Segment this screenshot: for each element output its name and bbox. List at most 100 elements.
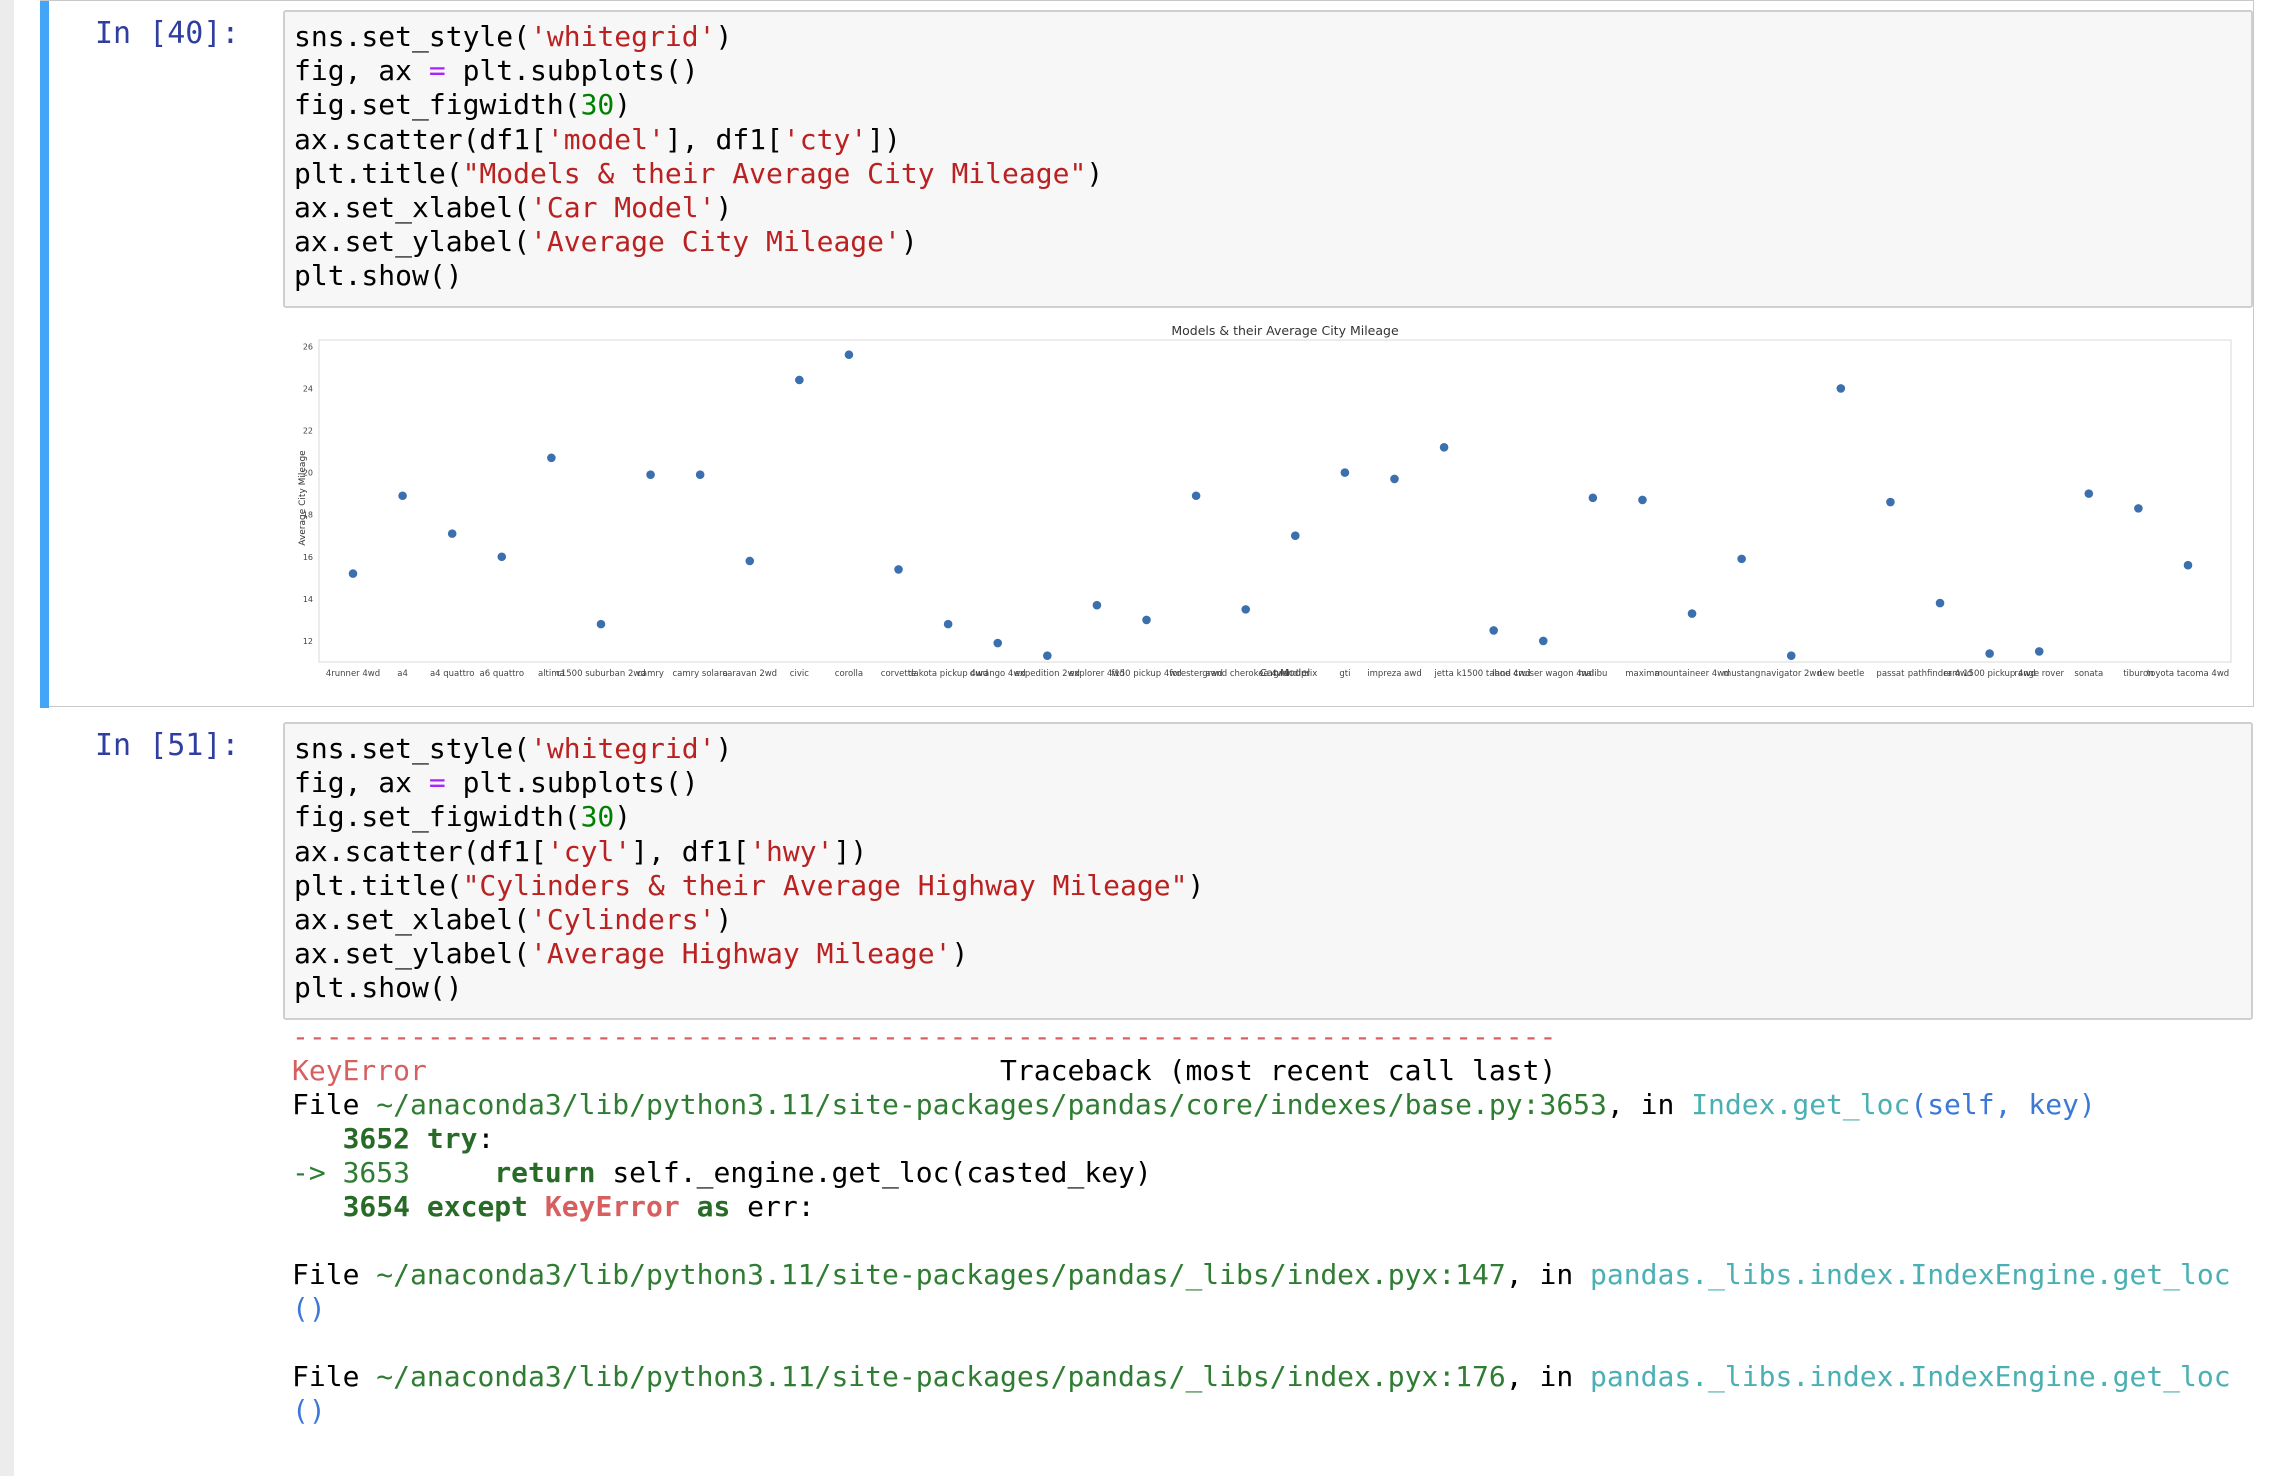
scatter-point [1786, 651, 1796, 660]
y-tick-label: 20 [303, 469, 313, 478]
x-tick-label: ram 1500 pickup 4wd [1943, 669, 2035, 679]
code-cell-40[interactable] [40, 0, 2254, 708]
code-line: ax.set_ylabel('Average City Mileage') [294, 225, 918, 259]
x-tick-label: corvette [881, 669, 917, 679]
scatter-point [1687, 609, 1697, 618]
x-tick-label: a4 [397, 669, 408, 679]
x-tick-label: f150 pickup 4wd [1111, 669, 1181, 679]
code-line: plt.show() [294, 259, 463, 293]
code-line: ax.set_xlabel('Cylinders') [294, 903, 733, 937]
scatter-point [1439, 443, 1449, 452]
left-gutter [0, 0, 14, 1476]
scatter-point [1290, 531, 1300, 541]
x-tick-label: a4 quattro [430, 669, 474, 679]
code-line: ax.scatter(df1['model'], df1['cty']) [294, 122, 901, 156]
scatter-point [844, 350, 854, 360]
code-editor[interactable]: sns.set_style('whitegrid') fig, ax = plt… [285, 12, 2251, 294]
x-tick-label: range rover [2014, 669, 2064, 679]
x-tick-label: grand prix [1273, 669, 1317, 679]
x-tick-label: camry solara [673, 669, 728, 679]
code-input-area[interactable]: sns.set_style('whitegrid') fig, ax = plt… [283, 10, 2253, 308]
scatter-point [398, 491, 407, 501]
x-tick-label: pathfinder 4wd [1908, 669, 1973, 679]
x-tick-label: maxima [1625, 669, 1659, 679]
code-input-area[interactable]: sns.set_style('whitegrid') fig, ax = plt… [283, 722, 2253, 1020]
y-tick-label: 22 [303, 426, 313, 435]
chart-axes: 12 14 16 18 20 22 24 26 4runner 4wd a4 a4 quattro a… [303, 339, 2232, 679]
scatter-point [596, 619, 606, 629]
frame-code-line: 3654 except KeyError as err: [342, 1190, 815, 1223]
y-tick-label: 14 [303, 595, 313, 604]
y-tick-label: 26 [303, 342, 313, 351]
frame-line: File ~/anaconda3/lib/python3.11/site-pac… [292, 1258, 2231, 1291]
x-tick-label: new beetle [1817, 669, 1864, 679]
scatter-point [1340, 468, 1350, 477]
x-tick-label: corolla [835, 669, 863, 679]
scatter-point [1092, 600, 1102, 610]
scatter-point [1638, 495, 1647, 505]
x-tick-label: expedition 2wd [1015, 669, 1080, 679]
code-line: fig.set_figwidth(30) [294, 800, 632, 834]
header-spacer [427, 1054, 1000, 1087]
x-tick-label: caravan 2wd [722, 669, 777, 679]
x-tick-label: camry [637, 669, 664, 679]
scatter-point [1737, 554, 1746, 564]
code-line: ax.set_xlabel('Car Model') [294, 191, 733, 225]
frame-args: () [292, 1394, 326, 1427]
scatter-point [1390, 474, 1399, 484]
x-tick-label: dakota pickup 4wd [908, 669, 988, 679]
code-line: plt.show() [294, 971, 463, 1005]
code-line: plt.title("Cylinders & their Average Hig… [294, 868, 1205, 902]
x-tick-label: tiburon [2123, 669, 2153, 679]
y-tick-label: 18 [303, 511, 313, 520]
scatter-chart: Models & their Average City Mileage Car … [298, 323, 2232, 679]
x-tick-label: mustang [1723, 669, 1760, 679]
x-tick-label: forester awd [1169, 669, 1222, 679]
scatter-point [497, 552, 507, 562]
scatter-point [1985, 649, 1994, 658]
x-tick-label: jetta [1433, 669, 1453, 679]
x-tick-label: grand cherokee 4wd [1202, 669, 1289, 679]
scatter-point [1489, 626, 1498, 635]
error-traceback-output: ----------------------------------------… [292, 1020, 2252, 1428]
scatter-point [1836, 384, 1846, 393]
scatter-point [646, 470, 655, 479]
code-line: fig, ax = plt.subplots() [294, 766, 699, 800]
x-tick-label: sonata [2074, 669, 2103, 679]
plot-area [318, 339, 2232, 663]
cell-prompt: In [40]: [95, 16, 240, 51]
frame-args: () [292, 1292, 326, 1325]
scatter-point [2084, 489, 2094, 498]
error-type: KeyError [292, 1054, 427, 1087]
scatter-point [1886, 497, 1895, 507]
chart-y-axis-label: Average City Mileage [298, 450, 308, 546]
x-tick-label: impreza awd [1367, 669, 1422, 679]
x-tick-label: civic [790, 669, 809, 679]
scatter-point [348, 569, 358, 578]
scatter-point [2183, 560, 2193, 570]
x-tick-label: mountaineer 4wd [1655, 669, 1730, 679]
scatter-point [695, 470, 705, 479]
scatter-point [943, 619, 953, 629]
cell-prompt: In [51]: [95, 728, 240, 763]
traceback-separator: ----------------------------------------… [292, 1020, 1557, 1053]
x-tick-label: k1500 tahoe 4wd [1457, 669, 1531, 679]
code-line: ax.set_ylabel('Average Highway Mileage') [294, 937, 969, 971]
traceback-header: Traceback (most recent call last) [1000, 1054, 1557, 1087]
code-line: fig.set_figwidth(30) [294, 88, 632, 122]
code-line: sns.set_style('whitegrid') [294, 732, 733, 765]
frame-code-line-current: -> 3653 return self._engine.get_loc(cast… [292, 1156, 1152, 1189]
scatter-point [1935, 598, 1945, 608]
chart-title: Models & their Average City Mileage [1171, 323, 1399, 338]
code-editor[interactable]: sns.set_style('whitegrid') fig, ax = plt… [285, 724, 2251, 1006]
y-tick-label: 24 [303, 384, 313, 393]
cell-selection-bar [40, 1, 49, 708]
x-tick-label: navigator 2wd [1761, 669, 1822, 679]
scatter-point [1191, 491, 1201, 501]
x-tick-label: passat [1876, 669, 1905, 679]
frame-line: File ~/anaconda3/lib/python3.11/site-pac… [292, 1360, 2231, 1393]
scatter-point [894, 565, 903, 574]
frame-code-line: 3652 try: [342, 1122, 495, 1155]
x-tick-label: a6 quattro [480, 669, 524, 679]
